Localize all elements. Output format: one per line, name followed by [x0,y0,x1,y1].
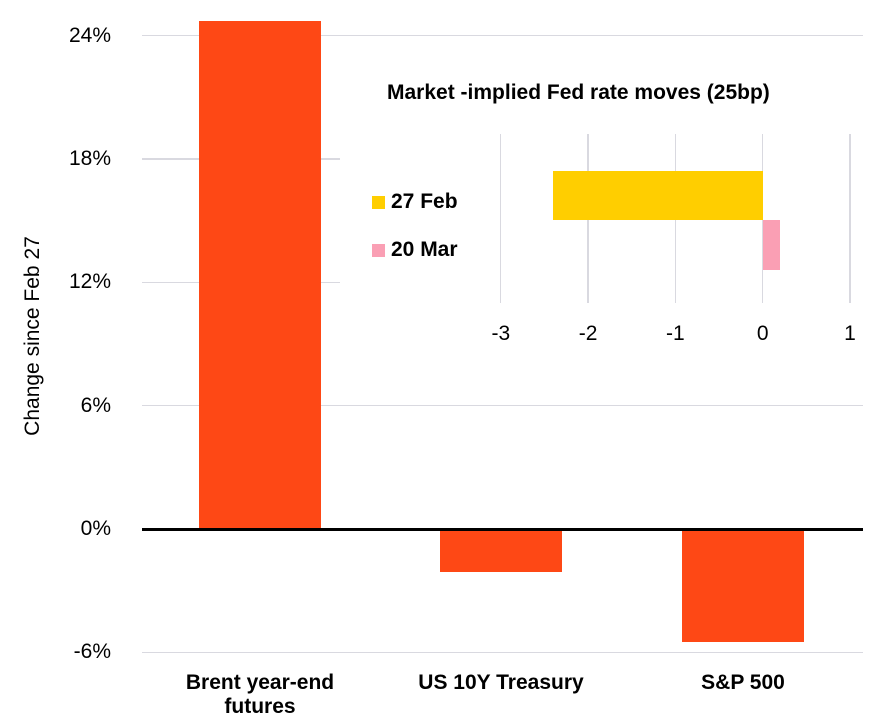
inset-gridline [500,134,502,303]
main-y-tick-label: 24% [68,23,111,47]
main-bar [440,529,562,573]
main-gridline [142,651,863,654]
inset-x-tick-label: -3 [491,322,511,345]
main-y-tick-label: -6% [73,640,111,664]
main-gridline [142,404,863,407]
inset-x-tick-label: 0 [756,322,769,345]
inset-bar [762,220,781,270]
main-y-tick-label: 0% [80,517,111,540]
main-gridline [142,34,863,37]
main-bar [682,529,804,643]
main-y-tick-label: 18% [68,146,111,170]
inset-x-tick-label: -1 [666,322,685,345]
inset-gridline [849,134,851,303]
inset-gridline [762,134,764,303]
main-y-tick-label: 6% [80,393,111,417]
main-y-tick-label: 12% [68,270,111,294]
main-bar [199,21,321,529]
inset-x-tick-label: -2 [578,322,598,345]
inset-bar [553,171,763,220]
y-axis-title: Change since Feb 27 [21,236,44,436]
category-label: US 10Y Treasury [418,671,584,694]
legend-label: 20 Mar [391,238,458,261]
category-label: Brent year-end futures [185,671,335,718]
inset-x-tick-label: 1 [844,322,856,345]
zero-axis-line [142,527,863,531]
inset-chart-title: Market -implied Fed rate moves (25bp) [387,81,770,104]
category-label: S&P 500 [701,671,785,694]
legend-swatch [372,243,385,257]
legend-label: 27 Feb [391,190,458,213]
legend-swatch [372,195,385,209]
